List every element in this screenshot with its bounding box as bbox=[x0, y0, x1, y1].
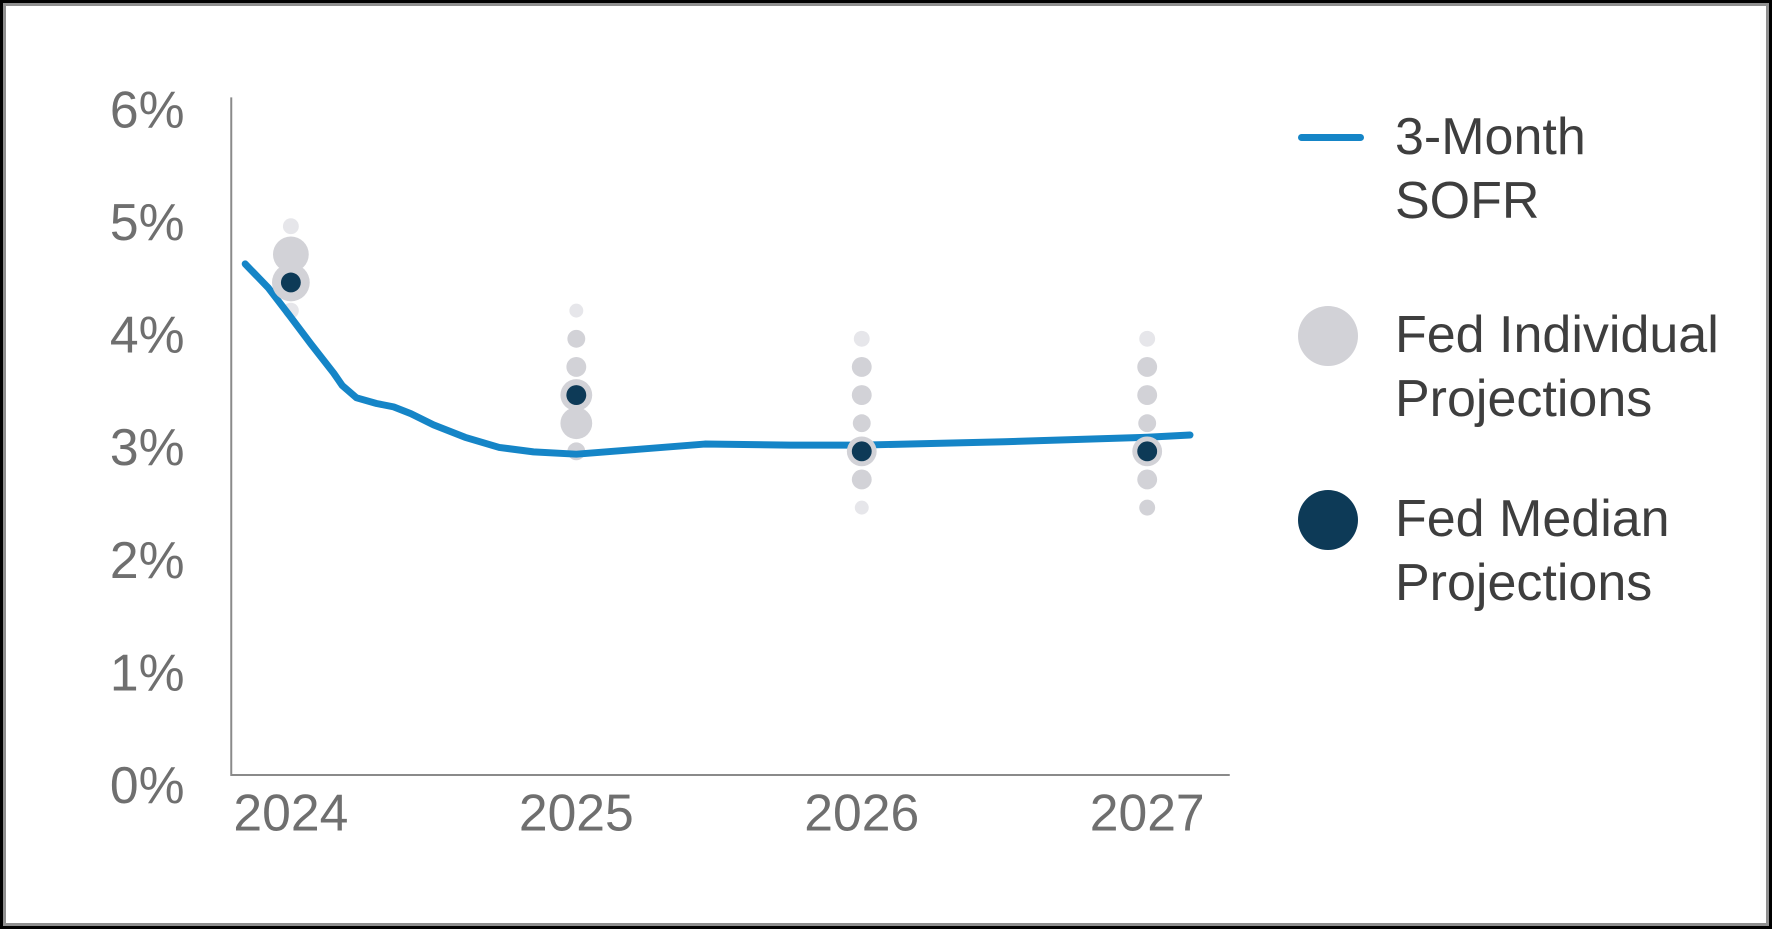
legend-item-fed-individual: Fed Individual Projections bbox=[1298, 303, 1719, 431]
legend-label-line: Projections bbox=[1395, 554, 1653, 612]
fed-individual-dot bbox=[1138, 414, 1157, 433]
y-tick-label: 3% bbox=[110, 418, 185, 476]
fed-individual-dot bbox=[851, 469, 872, 490]
fed-individual-dot bbox=[854, 500, 869, 515]
chart-canvas: 0% 1% 2% 3% 4% 5% 6% 2024 2025 2026 2027 bbox=[110, 81, 1230, 842]
legend-item-fed-median: Fed Median Projections bbox=[1298, 487, 1670, 615]
fed-individual-dot bbox=[851, 356, 872, 377]
fed-individual-dot bbox=[1137, 469, 1158, 490]
fed-individual-dot bbox=[851, 385, 872, 405]
legend-item-sofr: 3-Month SOFR bbox=[1298, 105, 1586, 233]
x-tick-label: 2026 bbox=[804, 784, 919, 842]
fed-individual-dot bbox=[1137, 385, 1158, 405]
y-tick-label: 5% bbox=[110, 193, 185, 251]
fed-individual-dot bbox=[1139, 499, 1156, 516]
legend-label-line: Projections bbox=[1395, 370, 1653, 428]
fed-individual-dot bbox=[560, 407, 593, 440]
navy-circle-icon bbox=[1298, 490, 1358, 550]
fed-individual-dot bbox=[282, 218, 299, 235]
fed-individual-dot bbox=[1137, 356, 1158, 377]
y-tick-label: 4% bbox=[110, 306, 185, 364]
fed-median-dot bbox=[566, 385, 587, 405]
fed-median-dot bbox=[1137, 441, 1158, 462]
x-tick-label: 2024 bbox=[233, 784, 348, 842]
fed-individual-dot bbox=[566, 356, 587, 377]
fed-individual-dot bbox=[567, 329, 586, 348]
fed-individual-dot bbox=[272, 236, 309, 273]
x-tick-label: 2027 bbox=[1090, 784, 1205, 842]
y-tick-label: 6% bbox=[110, 81, 185, 139]
fed-individual-dot bbox=[569, 303, 584, 318]
sofr-line-swatch-icon bbox=[1298, 134, 1364, 141]
y-tick-label: 0% bbox=[110, 756, 185, 814]
sofr-line bbox=[241, 260, 1194, 458]
gray-circle-icon bbox=[1298, 306, 1358, 366]
fed-median-dot bbox=[851, 441, 872, 462]
legend-label-fed-individual: Fed Individual Projections bbox=[1395, 303, 1719, 431]
fed-individual-dot bbox=[1139, 330, 1156, 347]
legend-label-line: Fed Individual bbox=[1395, 306, 1719, 364]
legend-label-fed-median: Fed Median Projections bbox=[1395, 487, 1670, 615]
legend-label-sofr: 3-Month SOFR bbox=[1395, 105, 1586, 233]
legend-label-line: 3-Month bbox=[1395, 108, 1586, 166]
y-tick-label: 1% bbox=[110, 643, 185, 701]
y-tick-label: 2% bbox=[110, 531, 185, 589]
x-tick-label: 2025 bbox=[519, 784, 634, 842]
legend-label-line: SOFR bbox=[1395, 172, 1540, 230]
fed-individual-dot bbox=[853, 330, 870, 347]
legend-label-line: Fed Median bbox=[1395, 490, 1670, 548]
fed-median-dot bbox=[280, 272, 301, 293]
fed-individual-dot bbox=[852, 414, 871, 433]
